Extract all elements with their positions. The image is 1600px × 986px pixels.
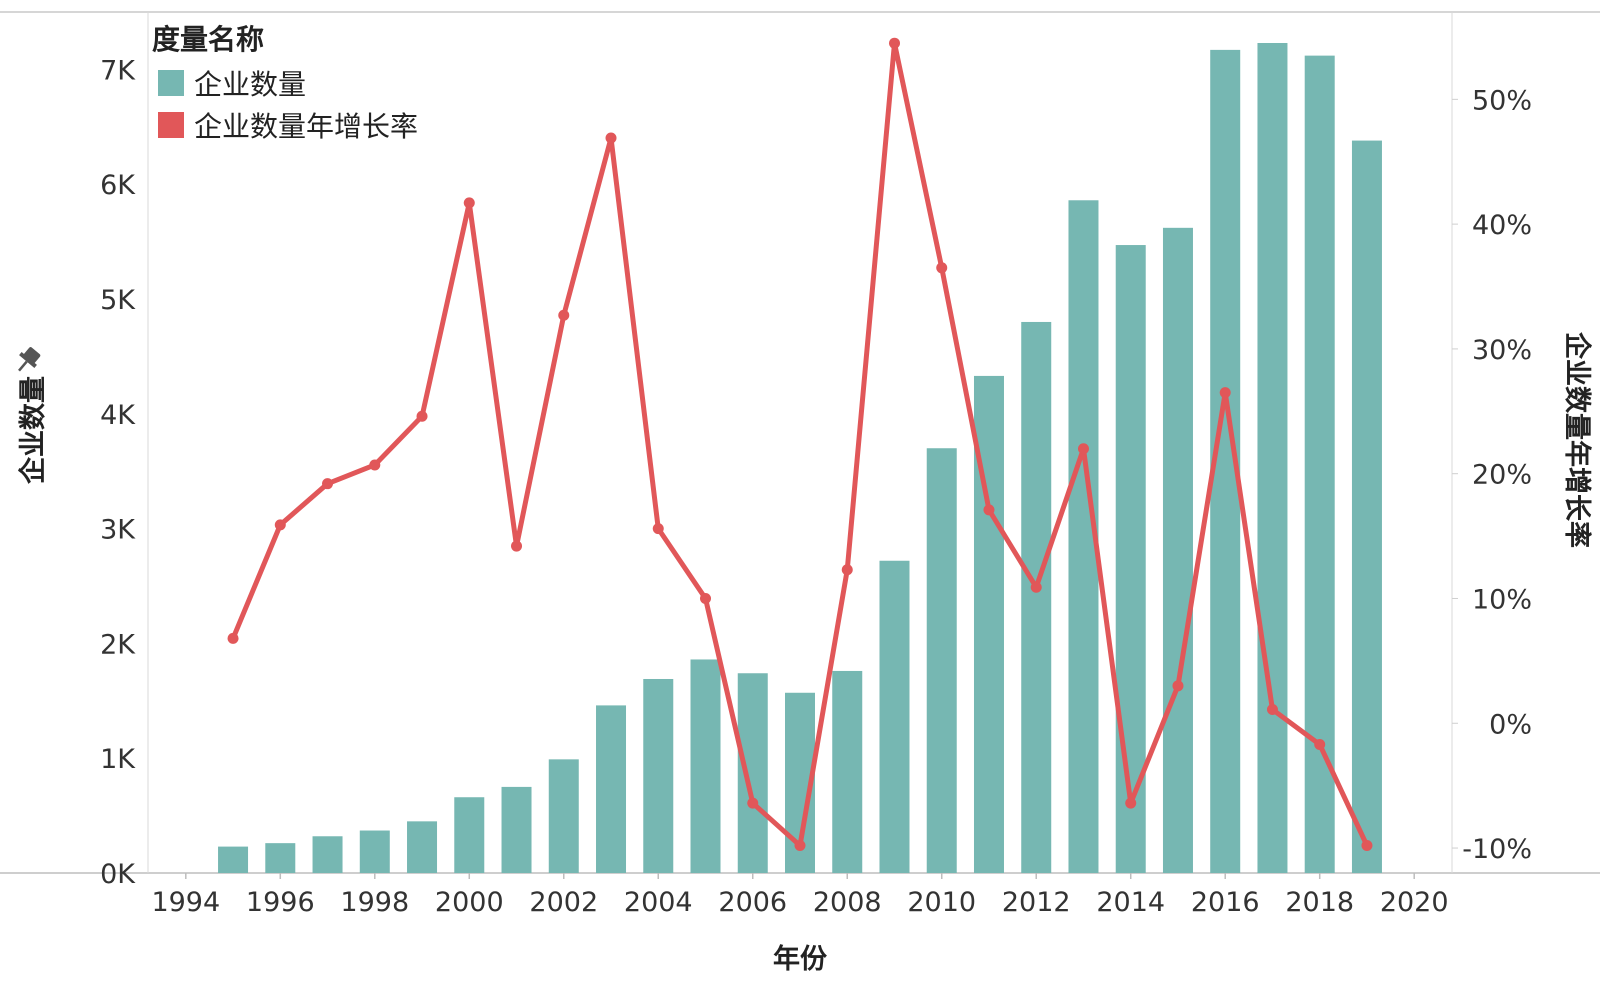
bar-2015[interactable] — [1162, 227, 1193, 874]
x-tick-label: 2004 — [624, 887, 693, 918]
y-left-tick-label: 4K — [100, 400, 136, 431]
bar-2006[interactable] — [737, 673, 768, 873]
bar-1995[interactable] — [218, 846, 249, 873]
bar-1997[interactable] — [312, 836, 343, 873]
point-2002[interactable] — [558, 309, 570, 321]
bar-1999[interactable] — [407, 821, 438, 873]
bar-1996[interactable] — [265, 843, 296, 873]
bar-2019[interactable] — [1351, 140, 1382, 874]
x-tick-label: 1996 — [246, 887, 315, 918]
y-left-tick-label: 3K — [100, 515, 136, 546]
point-2009[interactable] — [888, 37, 900, 49]
legend-item-growth-rate[interactable]: 企业数量年增长率 — [152, 104, 418, 146]
point-1999[interactable] — [416, 410, 428, 422]
point-2000[interactable] — [463, 197, 475, 209]
y-right-axis-title: 企业数量年增长率 — [1561, 332, 1593, 548]
point-1996[interactable] — [274, 519, 286, 531]
y-right-tick-label: 40% — [1472, 210, 1532, 241]
y-left-tick-label: 6K — [100, 170, 136, 201]
point-2017[interactable] — [1266, 704, 1278, 716]
x-tick-label: 2014 — [1096, 887, 1165, 918]
bar-series-enterprise-count — [218, 42, 1382, 874]
y-right-tick-label: 10% — [1472, 584, 1532, 615]
point-2001[interactable] — [511, 540, 523, 552]
x-tick-label: 2016 — [1191, 887, 1260, 918]
point-2010[interactable] — [936, 262, 948, 274]
bar-2005[interactable] — [690, 659, 721, 873]
legend-swatch-red — [158, 112, 184, 138]
legend-title: 度量名称 — [152, 23, 265, 56]
bar-2008[interactable] — [832, 670, 863, 873]
y-left-tick-label: 2K — [100, 629, 136, 660]
point-2006[interactable] — [747, 797, 759, 809]
x-tick-label: 2008 — [813, 887, 882, 918]
bar-2014[interactable] — [1115, 245, 1146, 873]
x-tick-label: 1998 — [340, 887, 409, 918]
point-2004[interactable] — [652, 523, 664, 535]
point-1997[interactable] — [322, 478, 334, 490]
legend: 度量名称 企业数量 企业数量年增长率 — [152, 18, 418, 146]
y-left-tick-label: 0K — [100, 859, 136, 890]
y-left-axis-ticks: 0K 1K 2K 3K 4K 5K 6K 7K — [100, 55, 136, 890]
bar-2010[interactable] — [926, 448, 957, 873]
point-2003[interactable] — [605, 132, 617, 144]
x-tick-label: 2002 — [529, 887, 598, 918]
point-2008[interactable] — [841, 564, 853, 576]
y-right-tick-label: 50% — [1472, 85, 1532, 116]
bar-2017[interactable] — [1257, 42, 1288, 874]
x-axis-ticks: 1994 1996 1998 2000 2002 2004 2006 2008 2010 2012… — [151, 873, 1449, 918]
point-1998[interactable] — [369, 459, 381, 471]
point-2012[interactable] — [1030, 581, 1042, 593]
bar-2000[interactable] — [454, 797, 485, 873]
y-right-tick-label: -10% — [1462, 834, 1532, 865]
point-2018[interactable] — [1314, 738, 1326, 750]
bar-2004[interactable] — [643, 678, 674, 873]
legend-swatch-teal — [158, 70, 184, 96]
bar-1998[interactable] — [359, 830, 390, 873]
y-right-tick-label: 30% — [1472, 335, 1532, 366]
y-left-axis-title: 企业数量 — [17, 376, 49, 484]
line-series-growth-rate — [227, 37, 1373, 852]
y-right-tick-label: 20% — [1472, 460, 1532, 491]
point-1995[interactable] — [227, 632, 239, 644]
pin-icon[interactable] — [11, 344, 43, 377]
x-tick-label: 2020 — [1380, 887, 1449, 918]
point-2013[interactable] — [1077, 443, 1089, 455]
x-tick-label: 2006 — [718, 887, 787, 918]
x-tick-label: 2012 — [1002, 887, 1071, 918]
legend-label: 企业数量 — [194, 68, 307, 101]
legend-item-enterprise-count[interactable]: 企业数量 — [152, 62, 418, 104]
x-tick-label: 2010 — [907, 887, 976, 918]
bar-2009[interactable] — [879, 560, 910, 873]
point-2016[interactable] — [1219, 387, 1231, 399]
y-left-tick-label: 5K — [100, 285, 136, 316]
bar-2003[interactable] — [596, 705, 627, 873]
y-right-axis-ticks: -10% 0% 10% 20% 30% 40% 50% — [1452, 85, 1532, 865]
point-2015[interactable] — [1172, 680, 1184, 692]
point-2019[interactable] — [1361, 840, 1373, 852]
point-2005[interactable] — [700, 592, 712, 604]
point-2014[interactable] — [1125, 797, 1137, 809]
bar-2001[interactable] — [501, 786, 532, 873]
x-tick-label: 2018 — [1285, 887, 1354, 918]
x-tick-label: 1994 — [151, 887, 220, 918]
point-2007[interactable] — [794, 840, 806, 852]
bar-2002[interactable] — [548, 759, 579, 873]
point-2011[interactable] — [983, 504, 995, 516]
legend-label: 企业数量年增长率 — [194, 110, 419, 143]
x-tick-label: 2000 — [435, 887, 504, 918]
x-axis-title: 年份 — [773, 943, 827, 975]
y-right-tick-label: 0% — [1489, 709, 1532, 740]
y-left-tick-label: 7K — [100, 55, 136, 86]
bar-2018[interactable] — [1304, 55, 1335, 873]
y-left-tick-label: 1K — [100, 744, 136, 775]
bar-2012[interactable] — [1021, 321, 1052, 874]
